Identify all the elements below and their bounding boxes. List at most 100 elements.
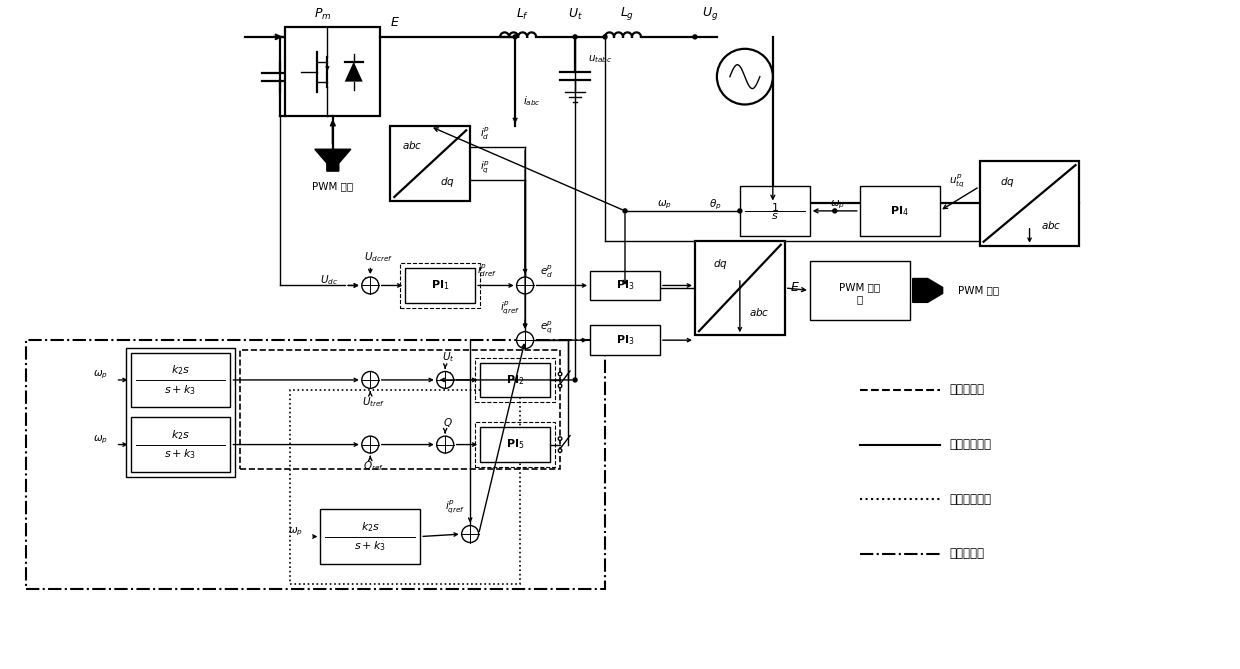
Text: $+$: $+$ <box>517 330 525 341</box>
Bar <box>810 261 910 320</box>
Circle shape <box>362 436 378 453</box>
Bar <box>740 186 810 235</box>
Text: $\mathbf{PI}_3$: $\mathbf{PI}_3$ <box>616 278 635 292</box>
Circle shape <box>362 277 378 294</box>
Circle shape <box>517 332 533 349</box>
Text: 无功功率控制: 无功功率控制 <box>950 438 992 451</box>
Bar <box>405 268 475 303</box>
Text: $Q_{ref}$: $Q_{ref}$ <box>363 460 384 473</box>
Text: $\omega_p$: $\omega_p$ <box>93 369 108 381</box>
Circle shape <box>693 35 697 39</box>
Text: $s+k_3$: $s+k_3$ <box>165 448 197 462</box>
Bar <box>290 390 520 584</box>
Text: $k_2 s$: $k_2 s$ <box>171 427 190 442</box>
Text: $-$: $-$ <box>361 281 370 291</box>
Circle shape <box>558 384 562 388</box>
Bar <box>130 353 231 407</box>
Circle shape <box>436 436 454 453</box>
Text: $+$: $+$ <box>361 275 370 285</box>
Text: $\omega_p$: $\omega_p$ <box>657 199 672 211</box>
Text: $s+k_3$: $s+k_3$ <box>355 539 387 553</box>
Circle shape <box>622 209 627 213</box>
Text: $-$: $-$ <box>516 281 526 291</box>
Bar <box>590 270 660 300</box>
Circle shape <box>833 209 837 213</box>
Bar <box>391 126 470 201</box>
Circle shape <box>513 35 517 39</box>
Text: 器: 器 <box>857 294 863 304</box>
Text: $\mathbf{PI}_4$: $\mathbf{PI}_4$ <box>890 204 909 218</box>
Text: $k_2 s$: $k_2 s$ <box>361 520 379 534</box>
Text: $\mathbf{PI}_3$: $\mathbf{PI}_3$ <box>616 333 635 347</box>
Bar <box>241 350 560 470</box>
Text: $abc$: $abc$ <box>749 306 770 318</box>
Text: PWM 发生: PWM 发生 <box>839 282 880 292</box>
Bar <box>130 417 231 472</box>
Text: $i_{qref}^p$: $i_{qref}^p$ <box>445 499 465 516</box>
Text: $k_2 s$: $k_2 s$ <box>171 363 190 377</box>
Text: $+$: $+$ <box>371 440 379 450</box>
Text: $i_{dref}^p$: $i_{dref}^p$ <box>477 262 497 278</box>
Text: $u_{tq}^{p}$: $u_{tq}^{p}$ <box>949 173 965 190</box>
Text: $+$: $+$ <box>517 276 525 286</box>
Text: $U_t$: $U_t$ <box>441 351 455 364</box>
Text: $abc$: $abc$ <box>402 139 423 151</box>
Text: $+$: $+$ <box>371 375 379 385</box>
Text: PWM 信号: PWM 信号 <box>312 181 353 191</box>
Bar <box>125 348 236 477</box>
Circle shape <box>436 371 454 389</box>
Text: $i_q^p$: $i_q^p$ <box>480 159 490 175</box>
Circle shape <box>461 526 479 543</box>
Bar <box>285 27 381 116</box>
Polygon shape <box>315 149 351 171</box>
Text: $\omega_p$: $\omega_p$ <box>830 199 844 211</box>
Text: $abc$: $abc$ <box>1042 219 1061 231</box>
Text: $-$: $-$ <box>436 440 445 450</box>
Text: PWM 信号: PWM 信号 <box>957 286 998 296</box>
Polygon shape <box>345 62 362 82</box>
Text: $\omega_p$: $\omega_p$ <box>288 525 303 538</box>
Bar <box>694 241 785 335</box>
Circle shape <box>558 437 562 440</box>
Text: $+$: $+$ <box>362 370 370 380</box>
Text: 无功电流控制: 无功电流控制 <box>950 493 992 506</box>
Bar <box>590 325 660 355</box>
Text: 端电压控制: 端电压控制 <box>950 383 985 396</box>
Bar <box>401 263 480 308</box>
Text: $e_d^p$: $e_d^p$ <box>541 264 553 280</box>
Bar <box>475 422 556 467</box>
Bar <box>475 357 556 402</box>
Text: $U_{dcref}$: $U_{dcref}$ <box>363 250 393 264</box>
Text: $dq$: $dq$ <box>713 258 728 272</box>
Circle shape <box>362 371 378 389</box>
Text: $+$: $+$ <box>471 530 479 540</box>
Text: $\mathbf{PI}_2$: $\mathbf{PI}_2$ <box>506 373 525 387</box>
Text: $-$: $-$ <box>436 375 445 385</box>
Bar <box>859 186 940 235</box>
Text: $u_{tabc}$: $u_{tabc}$ <box>588 53 613 65</box>
Text: $+$: $+$ <box>446 435 454 445</box>
Text: $\omega_p$: $\omega_p$ <box>93 434 108 446</box>
Text: $U_{dc}$: $U_{dc}$ <box>320 274 339 288</box>
Text: $i_{qref}^p$: $i_{qref}^p$ <box>500 300 520 317</box>
Text: $L_g$: $L_g$ <box>620 5 634 22</box>
Circle shape <box>573 378 577 382</box>
Text: $U_t$: $U_t$ <box>568 7 583 22</box>
Circle shape <box>717 49 773 104</box>
Text: $-$: $-$ <box>516 336 526 346</box>
Text: $i_{abc}$: $i_{abc}$ <box>523 94 541 108</box>
Text: $\mathbf{PI}_1$: $\mathbf{PI}_1$ <box>430 278 450 292</box>
Text: $Q$: $Q$ <box>444 415 453 429</box>
Text: $E$: $E$ <box>391 16 401 29</box>
Text: $L_f$: $L_f$ <box>516 7 528 22</box>
Text: $e_q^p$: $e_q^p$ <box>541 319 553 335</box>
Text: $+$: $+$ <box>461 524 470 534</box>
Text: $s$: $s$ <box>771 211 779 221</box>
Text: $dq$: $dq$ <box>440 175 455 189</box>
Text: $i_d^p$: $i_d^p$ <box>480 126 490 142</box>
Text: $+$: $+$ <box>446 370 454 380</box>
Bar <box>480 427 551 462</box>
Text: $\mathbf{PI}_5$: $\mathbf{PI}_5$ <box>506 438 525 452</box>
Bar <box>320 509 420 564</box>
Circle shape <box>558 449 562 452</box>
